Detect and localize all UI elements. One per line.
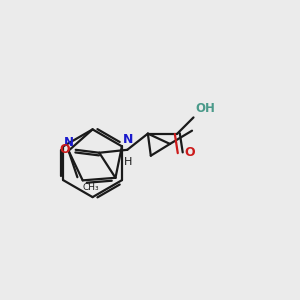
Text: OH: OH bbox=[196, 102, 216, 115]
Text: CH₃: CH₃ bbox=[83, 182, 99, 191]
Text: H: H bbox=[124, 157, 132, 167]
Text: N: N bbox=[123, 133, 133, 146]
Text: O: O bbox=[60, 143, 70, 156]
Text: O: O bbox=[185, 146, 195, 159]
Text: N: N bbox=[64, 136, 74, 149]
